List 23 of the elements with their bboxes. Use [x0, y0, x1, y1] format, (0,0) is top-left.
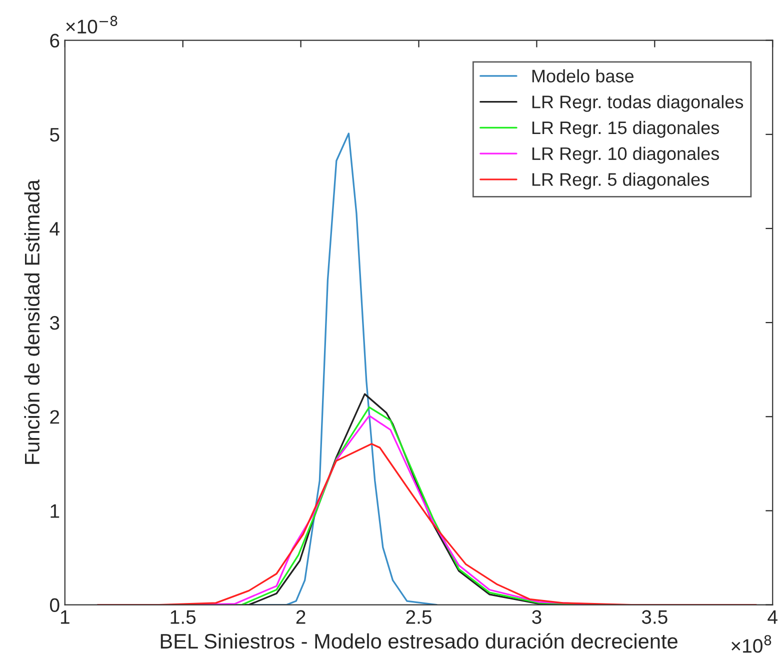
y-tick-label: 2 — [50, 410, 60, 424]
legend-label: LR Regr. 15 diagonales — [532, 120, 720, 138]
x-tick-label: 3 — [532, 610, 542, 624]
y-tick-label: 6 — [50, 34, 60, 48]
legend-label: LR Regr. 10 diagonales — [532, 146, 720, 164]
x-tick-label: 3.5 — [642, 610, 668, 624]
text: ×10$^{8}$ — [732, 635, 772, 653]
y-tick-label: 3 — [50, 316, 60, 330]
x-axis-title: BEL Siniestros - Modelo estresado duración decreciente — [160, 633, 678, 649]
y-tick-label: 0 — [50, 598, 60, 612]
x-tick-label: 2 — [296, 610, 306, 624]
y-tick-label: 1 — [50, 504, 60, 518]
x-tick-label: 1.5 — [170, 610, 196, 624]
x-tick-label: 2.5 — [406, 610, 432, 624]
legend-label: LR Regr. 5 diagonales — [532, 172, 709, 190]
x-tick-label: 1 — [60, 610, 70, 624]
legend-label: Modelo base — [532, 69, 634, 82]
y-tick-label: 5 — [50, 128, 60, 142]
text: ×10$^{−8}$ — [66, 16, 118, 34]
y-tick-label: 4 — [50, 222, 60, 236]
legend-label: LR Regr. todas diagonales — [532, 95, 744, 112]
y-axis-title: Función de densidad Estimada — [24, 180, 40, 464]
x-tick-label: 4 — [768, 610, 778, 624]
